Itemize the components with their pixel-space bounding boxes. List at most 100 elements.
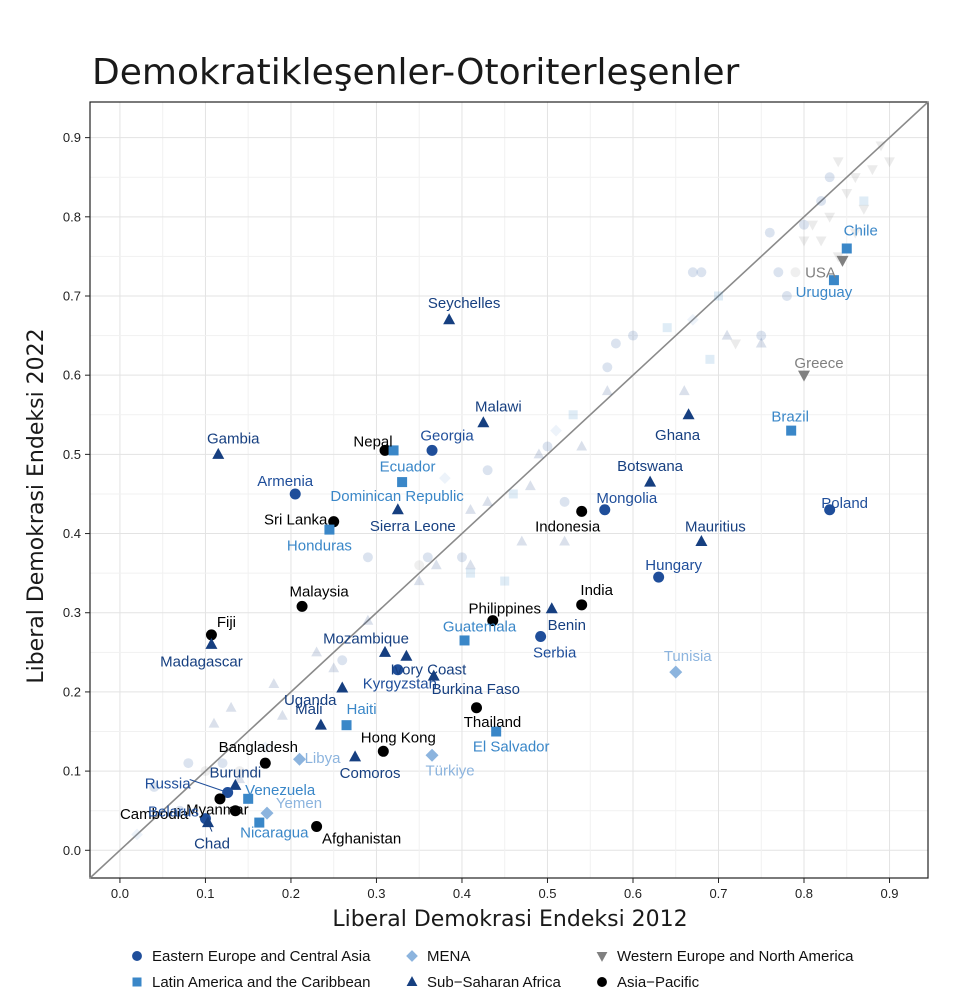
point-label: Nepal <box>353 433 392 450</box>
x-tick-label: 0.8 <box>795 886 813 901</box>
data-point <box>328 516 340 528</box>
point-label: Chile <box>844 222 878 239</box>
background-point <box>628 330 638 341</box>
background-point <box>755 337 767 348</box>
background-point <box>705 354 715 364</box>
background-point <box>413 575 425 586</box>
point-label: Mali <box>295 701 323 718</box>
y-tick-label: 0.9 <box>63 130 81 145</box>
legend-item: Sub−Saharan Africa <box>405 974 595 991</box>
diagonal-reference-line <box>89 101 929 879</box>
background-point <box>328 662 340 673</box>
background-point <box>234 773 246 784</box>
data-point <box>296 600 308 612</box>
background-point <box>234 766 245 777</box>
x-tick-label: 0.6 <box>624 886 642 901</box>
point-label: Russia <box>145 775 192 792</box>
point-label: Greece <box>794 355 843 372</box>
x-tick-label: 0.4 <box>453 886 471 901</box>
background-point <box>781 291 792 301</box>
point-label: Madagascar <box>160 653 243 670</box>
data-point <box>259 757 271 769</box>
point-label: Uruguay <box>796 284 853 301</box>
data-point <box>841 243 852 254</box>
legend-marker <box>406 950 418 962</box>
data-point <box>798 370 811 382</box>
point-label: Dominican Republic <box>330 488 464 505</box>
background-point <box>466 568 476 578</box>
legend-marker <box>406 976 418 987</box>
data-point <box>379 444 391 456</box>
data-point <box>545 602 558 614</box>
point-label: Poland <box>821 495 868 512</box>
x-tick-label: 0.1 <box>196 886 214 901</box>
data-point <box>443 313 456 325</box>
point-label: Ghana <box>655 427 701 444</box>
data-point <box>535 630 547 642</box>
x-tick-label: 0.5 <box>538 886 556 901</box>
background-point <box>841 189 853 199</box>
point-label: Ivory Coast <box>390 661 467 678</box>
background-point <box>568 410 578 420</box>
legend-label: Asia−Pacific <box>617 973 700 991</box>
background-point <box>730 339 742 350</box>
point-label: India <box>580 582 613 599</box>
background-point <box>422 552 433 563</box>
background-point <box>832 157 844 168</box>
data-point <box>229 805 241 817</box>
data-point <box>426 444 438 456</box>
background-point <box>875 141 887 152</box>
point-label: Comoros <box>340 765 401 782</box>
point-label: Libya <box>305 750 342 767</box>
y-tick-label: 0.5 <box>63 447 81 462</box>
data-point <box>459 635 470 646</box>
point-label: Uganda <box>284 692 337 709</box>
data-point <box>341 720 352 731</box>
background-point <box>362 614 374 625</box>
point-label: Ecuador <box>380 458 436 475</box>
background-point <box>149 781 160 792</box>
data-point <box>828 275 839 286</box>
background-point <box>884 157 895 168</box>
background-point <box>576 440 588 451</box>
legend-item: Latin America and the Caribbean <box>130 974 405 991</box>
legend-item: Western Europe and North America <box>595 948 895 965</box>
background-point <box>200 766 211 777</box>
x-tick-label: 0.0 <box>111 886 129 901</box>
background-point <box>798 236 810 247</box>
background-point <box>337 655 348 666</box>
legend-marker <box>596 951 608 962</box>
point-label: El Salvador <box>473 739 550 756</box>
background-point <box>721 329 733 340</box>
point-label: Benin <box>548 617 586 634</box>
legend-marker-icon <box>132 977 142 987</box>
data-point <box>243 793 254 804</box>
data-point <box>336 681 349 693</box>
background-point <box>259 741 272 754</box>
point-label: Armenia <box>257 473 314 490</box>
data-point <box>427 669 440 681</box>
data-point <box>695 534 708 546</box>
x-tick-label: 0.3 <box>367 886 385 901</box>
background-point <box>362 552 373 563</box>
point-label: Honduras <box>287 538 352 555</box>
data-point <box>379 645 392 657</box>
data-point <box>289 488 301 500</box>
data-point <box>786 425 797 436</box>
background-point <box>662 323 672 333</box>
data-point <box>653 571 665 583</box>
legend-marker-icon <box>406 950 418 962</box>
legend-marker <box>132 977 142 987</box>
data-point <box>425 748 439 762</box>
background-point <box>465 503 476 514</box>
point-label: Burkina Faso <box>432 681 520 698</box>
legend-marker-icon <box>597 977 607 987</box>
legend-marker-icon <box>406 976 418 987</box>
data-point <box>202 816 215 828</box>
y-tick-label: 0.4 <box>63 526 81 541</box>
background-point <box>225 701 237 712</box>
legend-row: Latin America and the Caribbean Sub−Sahar… <box>130 969 950 995</box>
point-label: Fiji <box>217 614 236 631</box>
data-point <box>214 793 226 805</box>
